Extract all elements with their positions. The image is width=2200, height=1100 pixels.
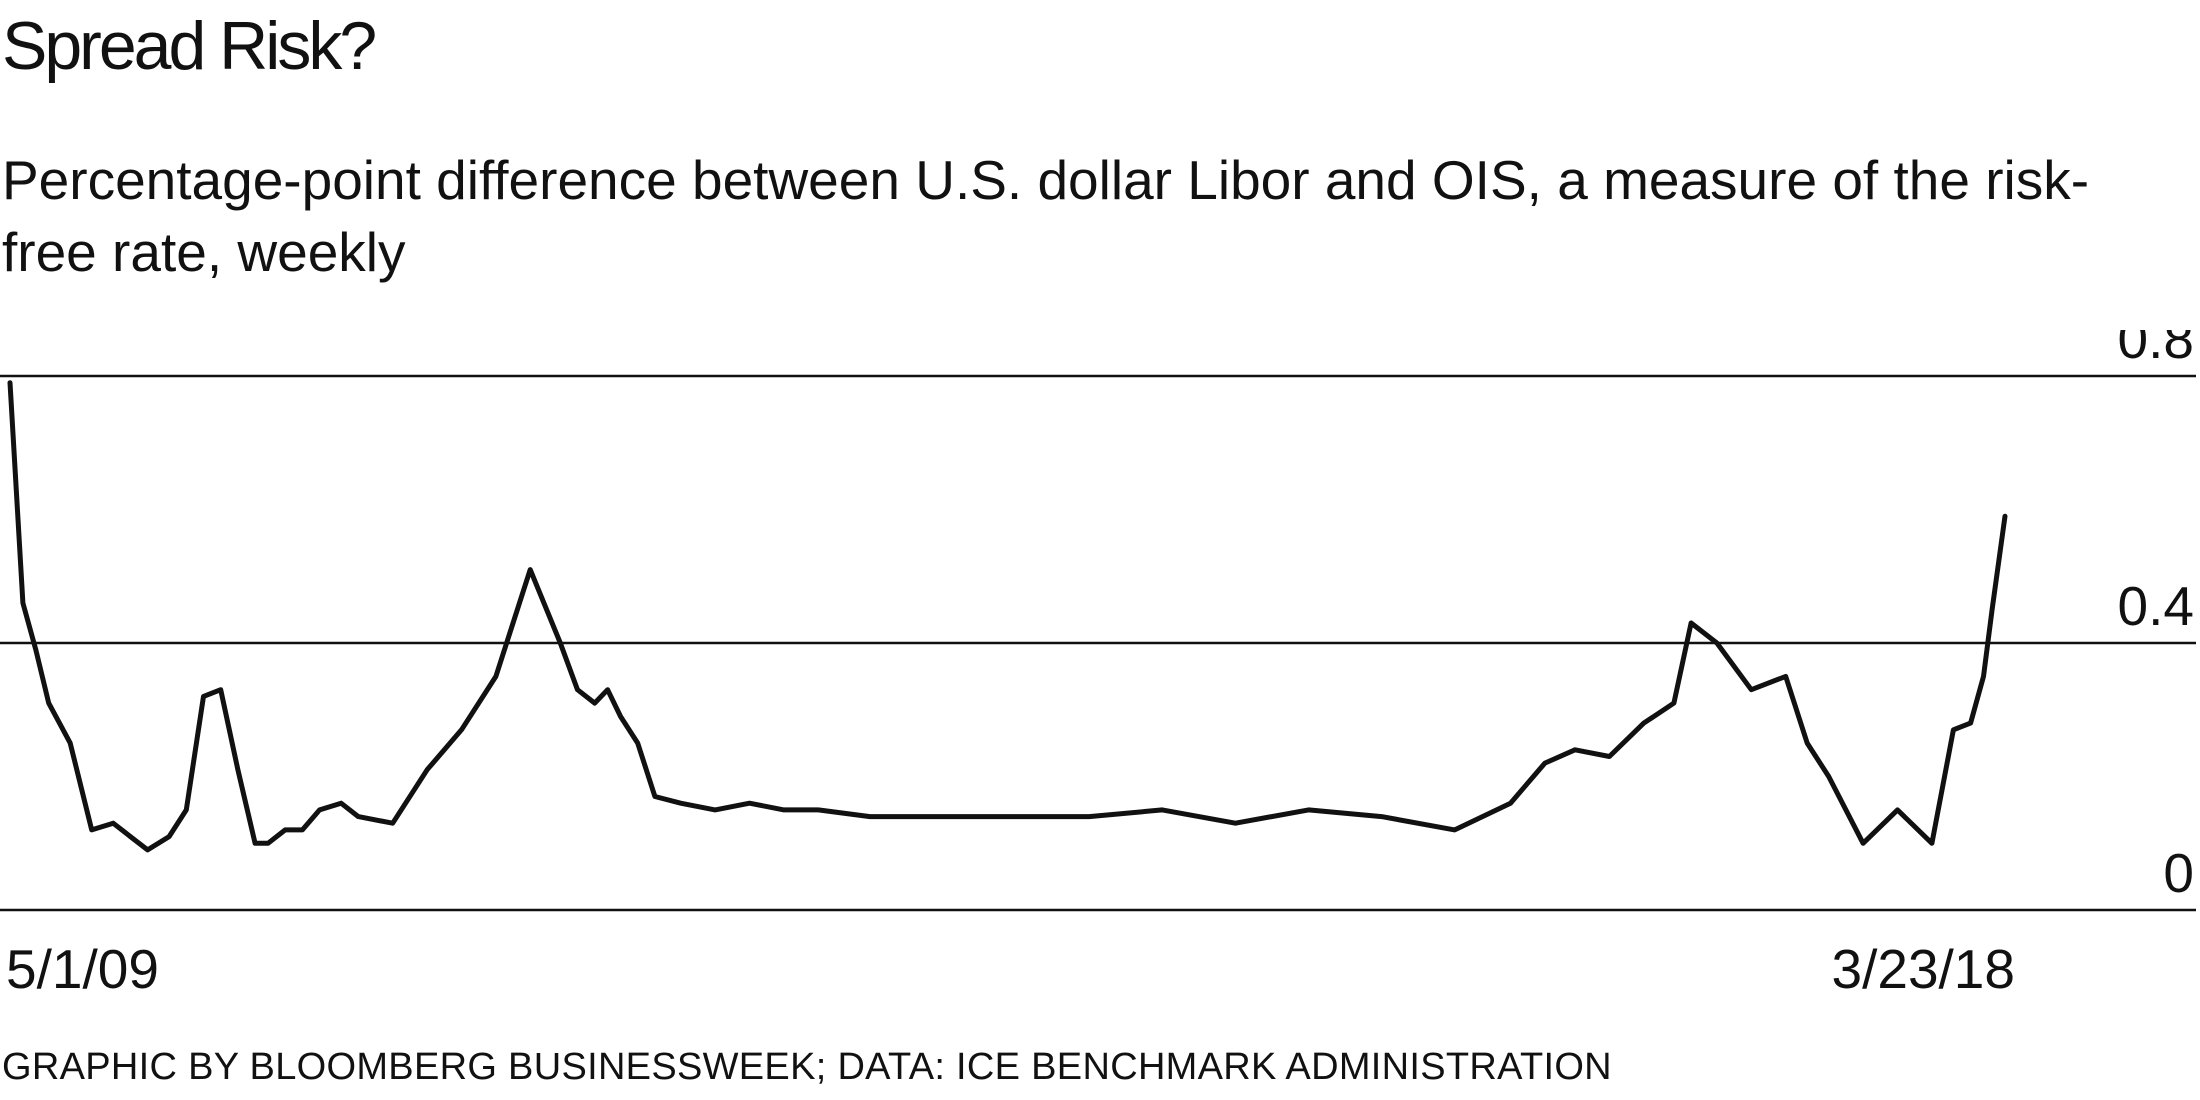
x-axis-ticks: 5/1/09 3/23/18 (6, 938, 2015, 1000)
chart-title: Spread Risk? (2, 8, 377, 84)
series-layer (7, 380, 2008, 853)
gridlines (0, 374, 2196, 912)
source-note: GRAPHIC BY BLOOMBERG BUSINESSWEEK; DATA:… (2, 1046, 1612, 1088)
y-tick-label: 0.4 (2118, 575, 2194, 637)
y-axis-ticks: 0 0.4 0.8 (2118, 330, 2194, 904)
x-tick-label-end: 3/23/18 (1831, 938, 2015, 1000)
series-line-0 (7, 380, 2008, 853)
y-tick-label: 0.8 (2118, 330, 2194, 370)
x-tick-label-start: 5/1/09 (6, 938, 159, 1000)
line-chart: 0 0.4 0.8 5/1/09 3/23/18 (0, 330, 2196, 1000)
y-tick-label: 0 (2163, 842, 2194, 904)
chart-subtitle: Percentage-point difference between U.S.… (2, 149, 2090, 283)
